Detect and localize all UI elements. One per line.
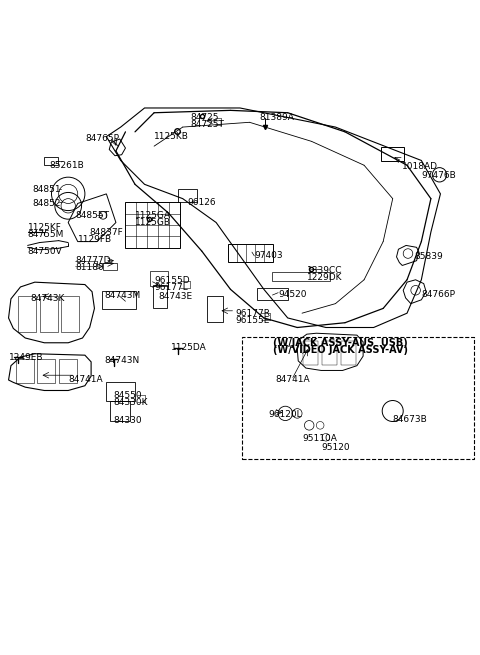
Text: 94520: 94520 <box>278 290 307 299</box>
Text: 96120L: 96120L <box>269 410 302 419</box>
Bar <box>206 295 223 322</box>
Bar <box>61 297 79 332</box>
Text: 84741A: 84741A <box>276 375 311 384</box>
Text: 1339CC: 1339CC <box>307 266 342 274</box>
Bar <box>59 360 77 383</box>
Text: 96177L: 96177L <box>154 284 188 292</box>
Text: 84330: 84330 <box>114 416 142 425</box>
Text: 84855T: 84855T <box>75 211 109 220</box>
Text: 84725T: 84725T <box>190 120 224 129</box>
Text: 96126: 96126 <box>188 198 216 207</box>
Text: 1129FB: 1129FB <box>78 234 112 244</box>
Text: 84750V: 84750V <box>28 247 62 255</box>
Bar <box>39 297 58 332</box>
Text: 84852: 84852 <box>33 199 61 208</box>
Text: 84777D: 84777D <box>75 256 111 265</box>
Bar <box>150 271 168 286</box>
Bar <box>103 263 117 271</box>
Text: 96155E: 96155E <box>235 316 270 325</box>
Text: 1125GA: 1125GA <box>135 211 171 220</box>
Text: 84837F: 84837F <box>90 227 123 236</box>
Text: 84330K: 84330K <box>114 398 148 407</box>
Text: 81389A: 81389A <box>259 113 294 122</box>
Text: 97476B: 97476B <box>421 171 456 180</box>
Text: 1125DA: 1125DA <box>171 343 206 352</box>
Text: 1125KF: 1125KF <box>28 223 61 232</box>
Text: (W/JACK ASSY-AUS  USB): (W/JACK ASSY-AUS USB) <box>274 338 408 348</box>
Text: 85839: 85839 <box>414 252 443 261</box>
Text: 97403: 97403 <box>254 252 283 261</box>
Bar <box>102 291 136 309</box>
Text: 1125KB: 1125KB <box>154 132 189 141</box>
Text: 84765P: 84765P <box>85 134 119 143</box>
Bar <box>44 157 58 165</box>
Text: 1125GB: 1125GB <box>135 218 171 227</box>
Text: 84743K: 84743K <box>30 294 64 303</box>
Bar <box>125 202 180 248</box>
Text: 84725: 84725 <box>190 113 218 122</box>
Text: 81180: 81180 <box>75 263 104 272</box>
Text: 95110A: 95110A <box>302 434 337 443</box>
Bar <box>178 189 197 202</box>
Bar <box>303 341 318 365</box>
Bar <box>257 288 288 300</box>
Text: 1018AD: 1018AD <box>402 162 438 171</box>
Text: 95120: 95120 <box>321 443 350 452</box>
Bar <box>153 284 168 309</box>
Text: 96177R: 96177R <box>235 309 270 318</box>
Text: (W/VIDEO JACK ASSY-AV): (W/VIDEO JACK ASSY-AV) <box>274 345 408 355</box>
Text: 96155D: 96155D <box>154 276 190 285</box>
Text: 1229DK: 1229DK <box>307 273 342 282</box>
Text: 84755M: 84755M <box>28 230 64 239</box>
Bar <box>322 341 337 365</box>
Bar <box>381 147 404 161</box>
Bar <box>37 360 55 383</box>
Bar <box>107 383 135 402</box>
Text: 84550: 84550 <box>114 391 142 400</box>
Bar <box>18 297 36 332</box>
Bar <box>16 360 34 383</box>
Text: 84743N: 84743N <box>104 356 139 365</box>
Text: 84741A: 84741A <box>68 375 103 384</box>
Text: 84851: 84851 <box>33 185 61 194</box>
Bar <box>110 402 130 421</box>
Text: 84673B: 84673B <box>393 415 428 424</box>
Text: 85261B: 85261B <box>49 160 84 170</box>
Text: 84743M: 84743M <box>104 291 140 299</box>
Text: 84766P: 84766P <box>421 290 456 299</box>
Text: 1249EB: 1249EB <box>9 352 43 362</box>
Text: 84743E: 84743E <box>159 292 193 301</box>
Bar <box>228 244 274 261</box>
Bar <box>242 337 474 458</box>
Bar <box>273 272 330 281</box>
Bar <box>341 341 357 365</box>
